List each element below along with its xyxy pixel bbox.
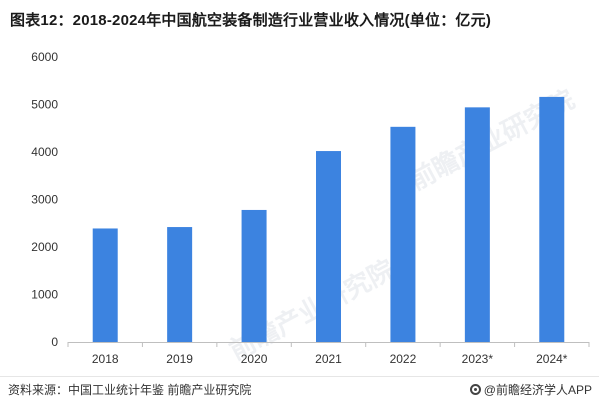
y-tick-label: 1000	[31, 288, 58, 302]
y-tick-label: 5000	[31, 98, 58, 112]
x-tick-label: 2021	[315, 352, 342, 366]
source-note: 资料来源：中国工业统计年鉴 前瞻产业研究院	[8, 383, 252, 397]
x-tick-label: 2023*	[462, 352, 494, 366]
bar-2022	[390, 126, 416, 342]
y-tick-label: 0	[51, 335, 58, 349]
x-axis: 2018 2019 2020 2021 2022 2023* 2024*	[67, 342, 590, 366]
y-axis: 0 1000 2000 3000 4000 5000 6000	[31, 50, 58, 349]
y-tick-label: 2000	[31, 240, 58, 254]
y-tick-label: 4000	[31, 145, 58, 159]
footer-divider	[0, 376, 599, 377]
y-tick-label: 3000	[31, 193, 58, 207]
brand-text: @前瞻经济学人APP	[483, 383, 592, 397]
y-tick-label: 6000	[31, 50, 58, 64]
x-tick-label: 2019	[166, 352, 193, 366]
x-tick-label: 2024*	[536, 352, 568, 366]
bars	[92, 96, 565, 343]
chart-title: 图表12：2018-2024年中国航空装备制造行业营业收入情况(单位：亿元)	[10, 12, 492, 29]
bar-2018	[92, 228, 118, 342]
x-tick-label: 2022	[390, 352, 417, 366]
footer: 资料来源：中国工业统计年鉴 前瞻产业研究院 @前瞻经济学人APP	[8, 381, 592, 401]
brand-logo-icon	[469, 384, 481, 395]
brand-credit: @前瞻经济学人APP	[469, 381, 592, 398]
bar-2020	[241, 209, 267, 342]
bar-2019	[167, 227, 193, 342]
bar-2021	[316, 151, 341, 342]
x-tick-label: 2018	[92, 352, 119, 366]
x-tick-label: 2020	[241, 352, 268, 366]
bar-2024-forecast	[539, 96, 565, 343]
bar-2023-forecast	[464, 107, 490, 342]
